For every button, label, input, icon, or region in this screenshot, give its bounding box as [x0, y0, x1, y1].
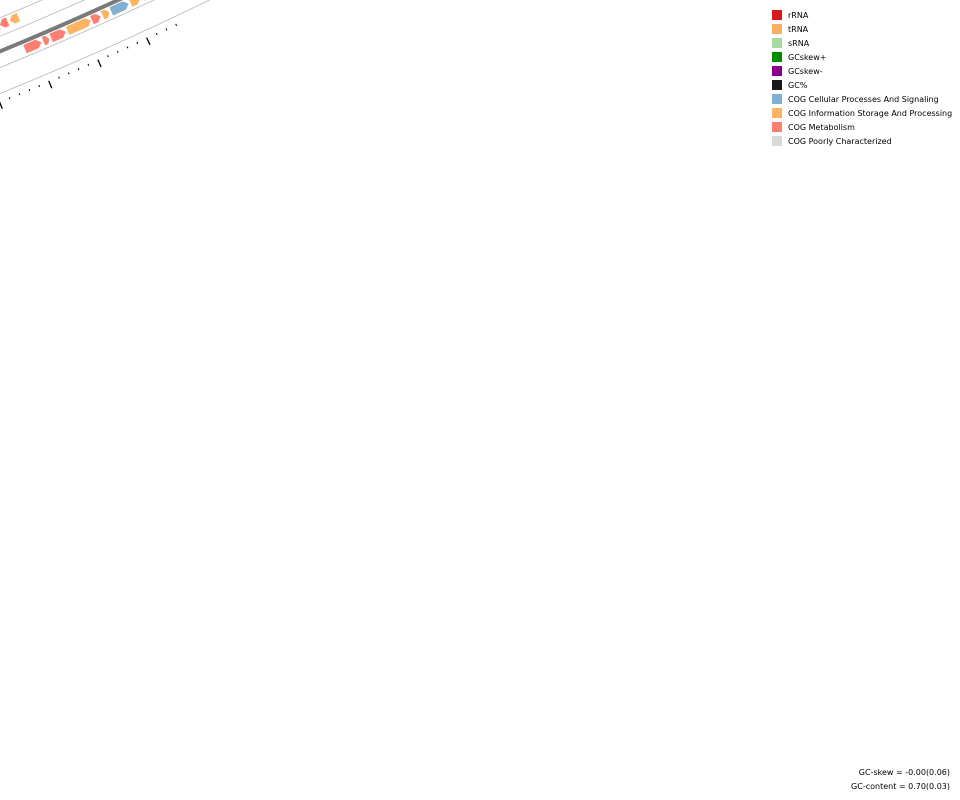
- outer-tick: [18, 93, 21, 96]
- legend-item-rrna: rRNA: [772, 8, 952, 22]
- legend-swatch-gc-percent: [772, 80, 782, 90]
- legend-swatch-cog-cellular: [772, 94, 782, 104]
- legend-item-cog-cellular: COG Cellular Processes And Signaling: [772, 92, 952, 106]
- legend-label-gc-percent: GC%: [788, 80, 808, 90]
- legend-swatch-gcskew-plus: [772, 52, 782, 62]
- legend-swatch-srna: [772, 38, 782, 48]
- outer-tick: [87, 63, 90, 66]
- gene-arrow: [109, 1, 129, 16]
- legend-item-cog-information: COG Information Storage And Processing: [772, 106, 952, 120]
- outer-tick: [175, 23, 178, 27]
- outer-tick: [28, 88, 31, 92]
- outer-tick: [8, 97, 11, 100]
- legend-label-trna: tRNA: [788, 24, 809, 34]
- outer-tick: [126, 46, 129, 49]
- legend-item-trna: tRNA: [772, 22, 952, 36]
- legend-label-srna: sRNA: [788, 38, 810, 48]
- legend-swatch-cog-metabolism: [772, 122, 782, 132]
- outer-tick: [116, 50, 119, 53]
- legend-label-gcskew-minus: GCskew-: [788, 66, 823, 76]
- outer-tick: [146, 37, 151, 46]
- gene-arrow: [90, 13, 101, 25]
- legend-item-srna: sRNA: [772, 36, 952, 50]
- gene-arrow: [9, 13, 21, 24]
- legend-label-cog-information: COG Information Storage And Processing: [788, 108, 953, 118]
- outer-tick: [77, 67, 80, 71]
- gene-arrow: [144, 0, 147, 1]
- legend-item-cog-metabolism: COG Metabolism: [772, 120, 952, 134]
- outer-tick: [107, 55, 109, 58]
- outer-tick: [155, 32, 158, 36]
- gene-arrow: [65, 18, 91, 35]
- legend-label-cog-poorly: COG Poorly Characterized: [788, 136, 892, 146]
- legend-item-gc-percent: GC%: [772, 78, 952, 92]
- legend-item-gcskew-minus: GCskew-: [772, 64, 952, 78]
- legend: rRNA tRNA sRNA GCskew+ GCskew- GC% COG C…: [772, 8, 952, 148]
- legend-label-gcskew-plus: GCskew+: [788, 52, 827, 62]
- outer-tick: [0, 101, 3, 110]
- outer-tick: [38, 84, 41, 88]
- legend-item-gcskew-plus: GCskew+: [772, 50, 952, 64]
- outer-tick: [97, 59, 102, 68]
- legend-swatch-rrna: [772, 10, 782, 20]
- gc-content-track: [0, 0, 131, 127]
- outer-tick: [136, 41, 139, 45]
- gene-arrow: [0, 27, 1, 30]
- outer-tick: [165, 28, 168, 31]
- legend-item-cog-poorly: COG Poorly Characterized: [772, 134, 952, 148]
- legend-swatch-trna: [772, 24, 782, 34]
- gene-arrow: [49, 29, 66, 43]
- gene-arrow: [0, 17, 10, 28]
- stats-panel: GC-skew = -0.00(0.06) GC-content = 0.70(…: [851, 766, 950, 794]
- legend-swatch-cog-information: [772, 108, 782, 118]
- gc-skew-stat: GC-skew = -0.00(0.06): [858, 768, 950, 777]
- gene-arrow: [23, 39, 42, 54]
- outer-tick: [67, 72, 70, 75]
- legend-label-cog-cellular: COG Cellular Processes And Signaling: [788, 94, 939, 104]
- gene-arrow: [100, 9, 110, 20]
- gene-arrow: [129, 0, 140, 7]
- legend-swatch-cog-poorly: [772, 136, 782, 146]
- legend-label-cog-metabolism: COG Metabolism: [788, 122, 855, 132]
- legend-swatch-gcskew-minus: [772, 66, 782, 76]
- legend-label-rrna: rRNA: [788, 10, 809, 20]
- gc-content-stat: GC-content = 0.70(0.03): [851, 782, 950, 791]
- outer-tick: [58, 76, 60, 79]
- gene-arrow: [41, 35, 50, 46]
- outer-tick: [48, 80, 53, 89]
